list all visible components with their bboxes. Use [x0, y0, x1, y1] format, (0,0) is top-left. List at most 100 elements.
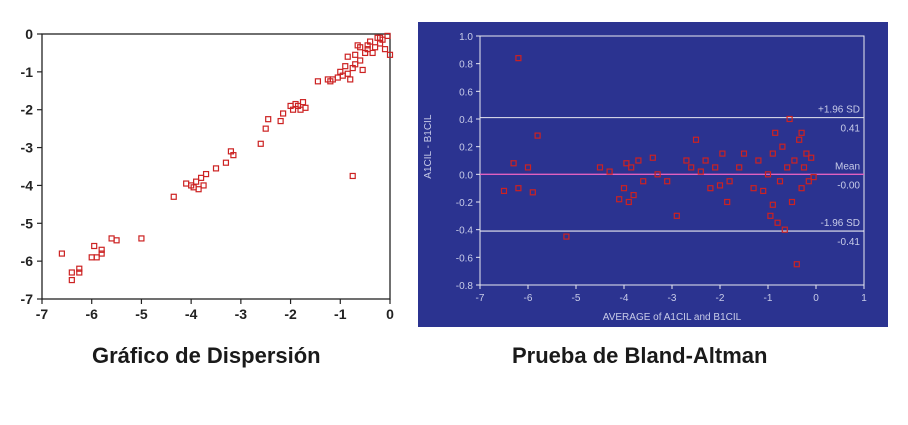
ba-data-point [534, 132, 541, 139]
ba-data-point [805, 178, 812, 185]
data-point [364, 46, 371, 53]
data-point [200, 182, 207, 189]
bland-altman-chart-right: A1CIL - B1CIL AVERAGE of A1CIL and B1CIL… [418, 22, 888, 327]
ba-data-point [774, 219, 781, 226]
scatter-plot-area [41, 33, 391, 300]
ba-data-point [760, 187, 767, 195]
ba-data-point [623, 160, 630, 167]
ba-x-axis-label: AVERAGE of A1CIL and B1CIL [603, 312, 742, 323]
ba-y-tick-label: 0.0 [459, 170, 473, 181]
ba-data-point [707, 185, 714, 192]
ba-data-point [808, 154, 815, 161]
ba-data-point [664, 178, 671, 185]
ba-points [500, 55, 817, 268]
ba-y-tick-label: 0.4 [459, 115, 473, 126]
ba-y-tick-label: 0.2 [459, 143, 473, 154]
caption-bland-altman: Prueba de Bland-Altman [512, 343, 768, 368]
ba-data-point [635, 157, 642, 164]
data-point [98, 246, 105, 253]
ba-x-tick-label: -6 [524, 293, 533, 304]
data-point [265, 116, 272, 123]
y-tick-label: -2 [21, 102, 34, 118]
y-tick-label: 0 [25, 26, 33, 42]
ba-data-point [726, 178, 733, 185]
x-tick-label: -7 [36, 306, 49, 322]
ba-data-point [616, 196, 623, 203]
scatter-plot-frame [41, 33, 391, 300]
data-point [289, 106, 297, 113]
data-point [299, 99, 307, 106]
ba-data-point [702, 157, 709, 164]
ba-data-point [755, 157, 762, 164]
data-point [349, 172, 356, 180]
x-tick-label: 0 [386, 306, 394, 322]
ba-data-point [515, 55, 522, 62]
data-point [352, 51, 359, 58]
ba-data-point [628, 164, 635, 171]
ba-data-point [788, 198, 796, 206]
y-tick-label: -3 [21, 140, 34, 156]
data-point [91, 242, 98, 250]
ba-data-point [724, 198, 731, 206]
ba-data-point [769, 201, 776, 208]
ba-x-tick-label: -3 [668, 293, 677, 304]
data-point [212, 165, 220, 172]
ba-data-point [683, 157, 690, 164]
ba-data-point [719, 150, 726, 157]
data-point [257, 140, 264, 147]
ba-reference-label: -1.96 SD [821, 218, 860, 229]
ba-x-tick-label: 1 [861, 293, 867, 304]
ba-reference-label: Mean [835, 161, 860, 172]
ba-y-tick-label: -0.2 [456, 198, 474, 209]
ba-data-point [736, 164, 743, 171]
y-tick-label: -5 [21, 215, 34, 231]
ba-data-point [640, 178, 647, 185]
ba-data-point [791, 157, 798, 164]
data-point [364, 42, 371, 49]
ba-data-point [796, 136, 803, 143]
ba-data-point [740, 150, 748, 157]
ba-x-tick-label: -2 [716, 293, 725, 304]
data-point [352, 61, 359, 68]
ba-data-point [673, 212, 680, 219]
ba-data-point [630, 191, 637, 199]
ba-data-point [772, 129, 779, 136]
data-point [98, 250, 105, 257]
ba-reference-value: 0.41 [841, 124, 861, 135]
ba-x-tick-label: -1 [764, 293, 773, 304]
data-point [138, 235, 145, 242]
data-point [376, 34, 384, 41]
scatter-x-axis-ticks: -7 -6 -5 -4 -3 -2 -1 0 [36, 299, 394, 322]
ba-data-point [800, 164, 808, 171]
ba-data-point [764, 171, 772, 178]
data-point [314, 78, 322, 85]
ba-reference-label: +1.96 SD [818, 105, 860, 116]
data-point [197, 174, 205, 181]
caption-scatter: Gráfico de Dispersión [92, 343, 321, 368]
scatter-points [58, 32, 394, 284]
ba-data-point [750, 185, 757, 192]
data-point [193, 178, 200, 185]
data-point [76, 265, 83, 272]
data-point [68, 269, 75, 276]
ba-data-point [606, 168, 613, 175]
data-point [381, 46, 389, 53]
ba-data-point [767, 212, 774, 219]
data-point [202, 170, 210, 178]
data-point [76, 269, 83, 276]
y-tick-label: -7 [21, 291, 34, 307]
ba-reference-lines: +1.96 SD 0.41 Mean -0.00 -1.96 SD -0.41 [480, 105, 864, 248]
data-point [371, 44, 379, 51]
ba-data-point [654, 171, 661, 178]
ba-x-tick-label: -7 [476, 293, 485, 304]
ba-data-point [649, 154, 656, 161]
ba-y-axis-label-group: A1CIL - B1CIL [423, 114, 434, 179]
data-point [384, 32, 391, 39]
x-tick-label: -4 [185, 306, 198, 322]
data-point [357, 57, 364, 64]
ba-y-tick-label: -0.6 [456, 253, 474, 264]
data-point [280, 110, 287, 117]
ba-data-point [769, 150, 776, 157]
data-point [93, 254, 100, 261]
ba-y-tick-label: 0.6 [459, 87, 473, 98]
